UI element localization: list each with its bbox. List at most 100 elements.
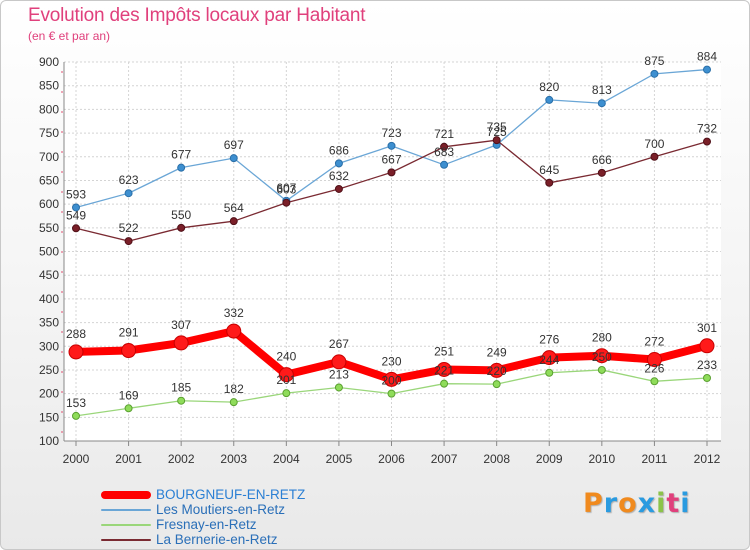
x-tick-label: 2004 [273,452,300,466]
data-label: 721 [434,127,454,141]
data-label: 201 [276,373,296,387]
data-point [492,380,501,389]
data-label: 307 [171,318,191,332]
data-label: 240 [276,350,296,364]
x-tick-label: 2010 [588,452,615,466]
data-label: 332 [224,306,244,320]
x-tick-label: 2009 [536,452,563,466]
data-point [226,323,242,339]
data-label: 607 [276,181,296,195]
data-label: 725 [487,125,507,139]
data-labels: 288 291 307 332 240 267 230 251 249 276 280 272 301 5… [66,50,717,410]
data-label: 683 [434,145,454,159]
data-label: 301 [697,321,717,335]
data-point [331,354,347,370]
data-label: 226 [644,361,664,375]
data-label: 813 [592,83,612,97]
data-point [72,203,80,212]
y-tick-label: 600 [39,197,59,211]
y-tick-label: 700 [39,150,59,164]
y-tick-label: 150 [39,410,59,424]
data-label: 522 [119,221,139,235]
legend-swatch [101,523,151,526]
data-label: 267 [329,337,349,351]
data-point [334,159,343,168]
data-point [387,141,396,150]
x-tick-label: 2006 [378,452,405,466]
chart-subtitle: (en € et par an) [28,29,111,43]
y-tick-label: 650 [39,173,59,187]
axes: 100 150 200 250 300 350 400 450 500 550 600 650 700 7… [39,55,721,466]
legend-label: Fresnay-en-Retz [156,517,257,532]
data-label: 686 [329,143,349,157]
data-point [597,168,606,177]
y-tick-label: 900 [39,55,59,69]
data-label: 666 [592,153,612,167]
data-point [121,343,137,359]
data-label: 230 [381,354,401,368]
legend-label: Les Moutiers-en-Retz [156,502,286,517]
data-point [177,223,186,232]
data-label: 249 [487,345,507,359]
data-point [278,367,294,383]
data-point [124,237,133,246]
x-tick-label: 2007 [431,452,458,466]
data-point [440,160,449,169]
data-point [387,389,396,398]
data-label: 820 [539,80,559,94]
data-label: 233 [697,358,717,372]
data-point [173,335,189,351]
data-label: 272 [644,335,664,349]
data-label: 182 [224,382,244,396]
data-point [440,379,449,388]
data-point [545,178,554,187]
data-point [650,152,659,161]
data-label: 667 [381,152,401,166]
data-point [597,365,606,374]
data-label: 550 [171,208,191,222]
data-label: 200 [381,374,401,388]
data-label: 632 [329,169,349,183]
data-point [334,383,343,392]
x-tick-label: 2011 [642,452,668,466]
data-point [545,368,554,377]
data-label: 185 [171,381,191,395]
data-label: 564 [224,201,244,215]
data-point [124,404,133,413]
data-label: 697 [224,138,244,152]
data-label: 732 [697,122,717,136]
data-point [440,142,449,151]
data-label: 220 [487,364,507,378]
y-tick-label: 500 [39,245,59,259]
data-label: 645 [539,163,559,177]
data-point [545,95,554,104]
y-tick-label: 850 [39,79,59,93]
data-point [387,168,396,177]
data-point [72,411,80,420]
y-tick-label: 750 [39,126,59,140]
x-tick-label: 2000 [63,452,90,466]
data-point [177,396,186,405]
data-label: 723 [381,126,401,140]
data-point [650,69,659,78]
data-label: 169 [119,388,139,402]
data-point [703,137,711,146]
data-label: 280 [592,331,612,345]
chart-title: Evolution des Impôts locaux par Habitant [28,5,366,26]
data-label: 884 [697,50,717,64]
data-label: 213 [329,367,349,381]
legend-swatch [101,538,151,541]
y-tick-label: 450 [39,268,59,282]
data-point [703,373,711,382]
data-point [646,352,662,368]
data-label: 291 [119,326,139,340]
data-label: 603 [276,183,296,197]
series-group [68,65,715,420]
data-point [436,361,452,377]
data-label: 735 [487,120,507,134]
data-label: 153 [66,396,86,410]
data-point [384,371,399,387]
data-label: 251 [434,344,454,358]
